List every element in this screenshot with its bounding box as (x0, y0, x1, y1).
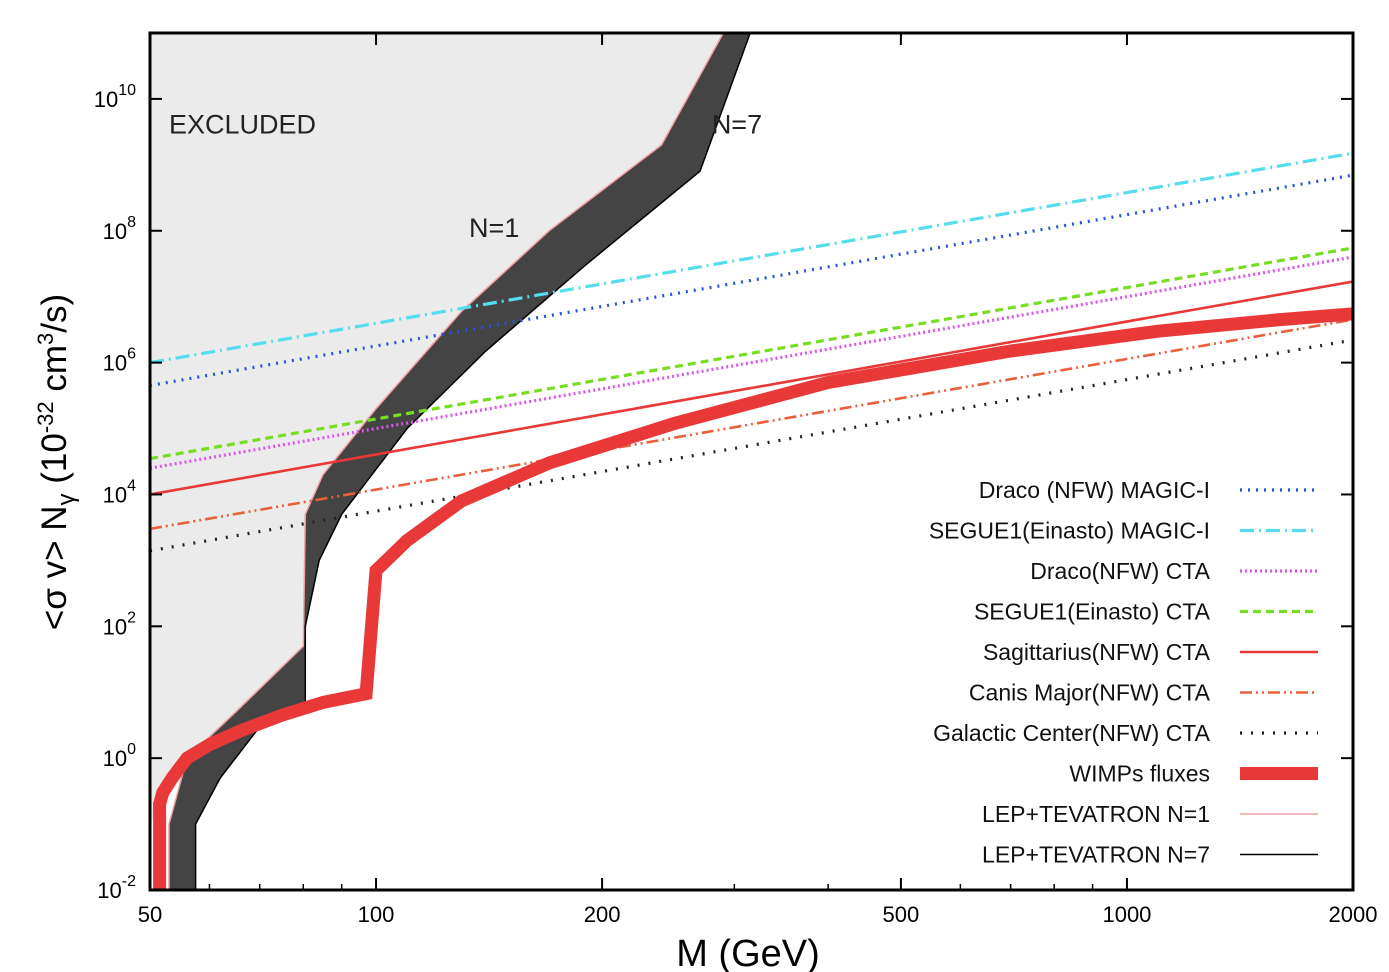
y-tick-exp: 2 (127, 609, 136, 626)
legend-label-lep-tevatron-n-1: LEP+TEVATRON N=1 (982, 801, 1210, 827)
y-tick-exp: 0 (127, 741, 136, 758)
y-tick-exp: -2 (122, 873, 136, 890)
y-tick-base: 10 (103, 482, 127, 507)
y-tick-label: 10-2 (97, 873, 136, 903)
series-segue1-einasto-cta (150, 246, 1353, 461)
y-tick-label: 100 (103, 741, 136, 771)
lep-tevatron-band (169, 33, 751, 890)
x-tick-label: 100 (358, 902, 395, 927)
y-tick-label: 104 (103, 477, 136, 507)
series-draco-nfw-magic-i (150, 173, 1353, 388)
legend-label-lep-tevatron-n-7: LEP+TEVATRON N=7 (982, 842, 1210, 868)
y-tick-label: 108 (103, 214, 136, 244)
legend-label-draco-nfw-magic-i: Draco (NFW) MAGIC-I (979, 477, 1210, 503)
legend-label-sagittarius-nfw-cta: Sagittarius(NFW) CTA (983, 639, 1211, 665)
x-tick-label: 200 (584, 902, 621, 927)
y-tick-exp: 6 (127, 346, 136, 363)
y-title-unit-exp: -32 (33, 401, 58, 433)
y-axis-title: <σ v> Nγ (10-32 cm3/s) (33, 294, 80, 630)
x-tick-label: 1000 (1102, 902, 1151, 927)
y-tick-base: 10 (97, 878, 121, 903)
y-title-mid: v> N (35, 505, 74, 588)
legend-label-segue1-einasto-cta: SEGUE1(Einasto) CTA (974, 599, 1211, 625)
legend-label-segue1-einasto-magic-i: SEGUE1(Einasto) MAGIC-I (929, 518, 1210, 544)
y-title-gamma: γ (53, 493, 80, 505)
plot-frame (148, 31, 1355, 892)
y-tick-label: 1010 (94, 82, 136, 112)
y-title-unit-mid: cm (35, 345, 74, 401)
y-tick-exp: 8 (127, 214, 136, 231)
x-tick-label: 50 (138, 902, 162, 927)
x-axis-title: M (GeV) (676, 933, 820, 972)
x-tick-label: 500 (883, 902, 920, 927)
annotation-n-7: N=7 (712, 109, 762, 139)
y-title-unit-close: /s) (35, 294, 74, 333)
y-title-unit-open: (10 (35, 433, 74, 493)
y-tick-label: 102 (103, 609, 136, 639)
series-segue1-einasto-magic-i (150, 151, 1353, 365)
y-tick-exp: 10 (118, 82, 136, 99)
series-canis-major-nfw-cta (150, 318, 1353, 531)
y-tick-base: 10 (94, 87, 118, 112)
excluded-region (150, 33, 724, 825)
legend-label-galactic-center-nfw-cta: Galactic Center(NFW) CTA (933, 720, 1211, 746)
y-tick-base: 10 (103, 614, 127, 639)
y-title-sigma: σ (35, 588, 74, 610)
y-tick-exp: 4 (127, 477, 136, 494)
y-tick-label: 106 (103, 346, 136, 376)
y-tick-base: 10 (103, 351, 127, 376)
annotation-n-1: N=1 (469, 213, 519, 243)
legend-label-canis-major-nfw-cta: Canis Major(NFW) CTA (969, 680, 1211, 706)
series-wimps-fluxes (153, 307, 1353, 890)
series-lep-tevatron-n-7 (194, 33, 751, 890)
y-title-lead: < (35, 610, 74, 630)
y-tick-base: 10 (103, 219, 127, 244)
legend-label-draco-nfw-cta: Draco(NFW) CTA (1030, 558, 1210, 584)
legend: Draco (NFW) MAGIC-I SEGUE1(Einasto) MAGIC… (929, 477, 1318, 868)
x-tick-label: 2000 (1329, 902, 1378, 927)
legend-label-wimps-fluxes: WIMPs fluxes (1069, 761, 1210, 787)
annotation-excluded: EXCLUDED (169, 109, 316, 139)
series-draco-nfw-cta (150, 255, 1353, 470)
y-title-unit-exp2: 3 (33, 333, 58, 345)
y-tick-base: 10 (103, 746, 127, 771)
series-sagittarius-nfw-cta (150, 280, 1353, 496)
